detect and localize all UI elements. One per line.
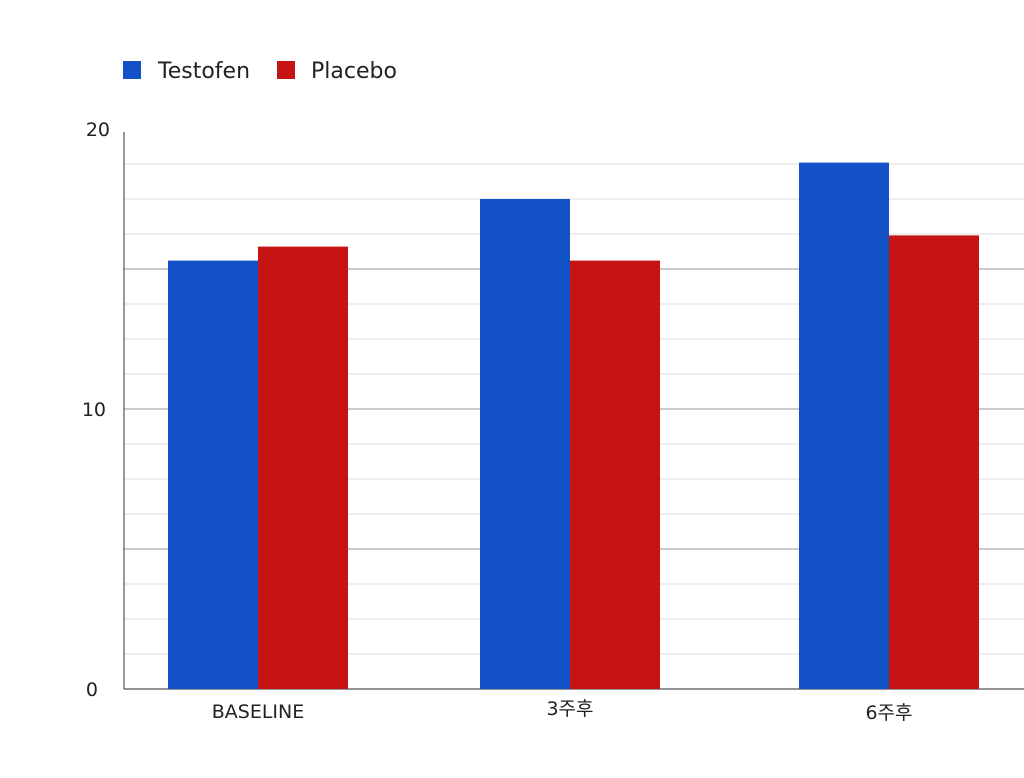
bar-placebo-2 xyxy=(889,235,979,689)
category-label-6weeks: 6주후 xyxy=(865,702,912,724)
bar-placebo-1 xyxy=(570,260,660,689)
y-tick-label: 0 xyxy=(86,679,98,701)
bar-testofen-1 xyxy=(480,199,570,689)
y-tick-label: 20 xyxy=(86,119,110,141)
legend: Testofen Placebo xyxy=(123,59,397,84)
bar-testofen-2 xyxy=(799,162,889,690)
category-labels: BASELINE 3주후 6주후 xyxy=(212,698,913,724)
legend-swatch-placebo xyxy=(277,61,295,79)
y-tick-labels: 0 10 20 xyxy=(82,119,110,701)
bar-testofen-0 xyxy=(168,260,258,689)
category-label-baseline: BASELINE xyxy=(212,701,305,723)
bars xyxy=(168,162,979,690)
category-label-3weeks: 3주후 xyxy=(546,698,593,720)
bar-placebo-0 xyxy=(258,246,348,689)
legend-label-testofen: Testofen xyxy=(157,59,250,84)
y-tick-label: 10 xyxy=(82,399,106,421)
legend-label-placebo: Placebo xyxy=(311,59,397,84)
legend-swatch-testofen xyxy=(123,61,141,79)
